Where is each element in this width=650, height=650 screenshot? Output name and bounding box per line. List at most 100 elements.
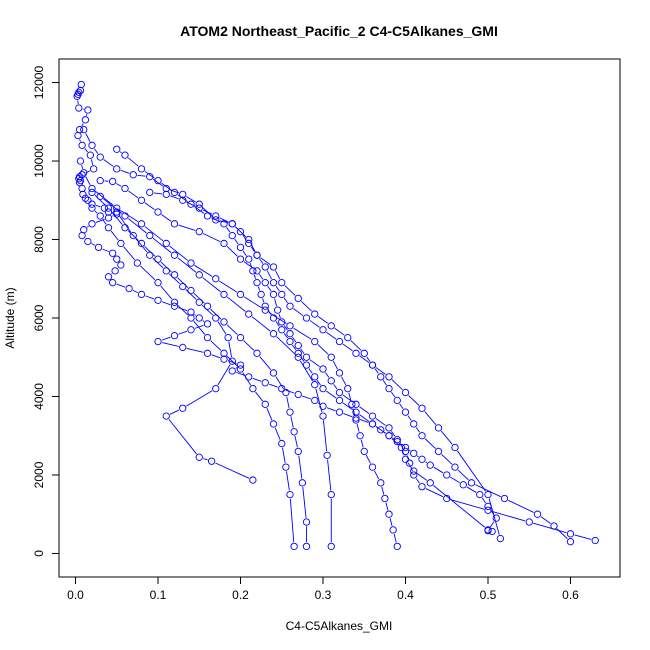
series-segment <box>402 451 405 456</box>
series-segment <box>178 224 196 231</box>
series-segment <box>356 423 360 432</box>
data-point <box>195 314 203 322</box>
series-segment <box>219 280 238 293</box>
series-segment <box>274 427 281 440</box>
series-segment <box>317 344 329 355</box>
data-point <box>451 463 459 471</box>
data-point <box>253 267 261 275</box>
data-point <box>113 204 121 212</box>
series-segment <box>211 217 221 223</box>
data-point <box>96 153 104 161</box>
chart-title: ATOM2 Northeast_Pacific_2 C4-C5Alkanes_G… <box>180 23 498 39</box>
data-point <box>74 131 82 140</box>
series-segment <box>193 320 206 335</box>
data-point <box>467 479 476 487</box>
series-segment <box>540 516 551 524</box>
data-point <box>290 542 298 551</box>
series-segment <box>170 195 179 200</box>
series-segment <box>315 388 323 413</box>
data-point <box>212 275 220 283</box>
data-point <box>302 542 311 551</box>
data-point <box>154 177 162 185</box>
data-point <box>100 204 109 212</box>
data-point <box>81 116 90 124</box>
data-point <box>377 373 385 381</box>
data-point <box>261 263 269 271</box>
data-point <box>368 420 377 428</box>
series-segment <box>79 139 81 142</box>
data-point <box>327 377 335 385</box>
data-point <box>352 408 360 416</box>
series-segment <box>292 336 297 343</box>
series-segment <box>366 356 371 362</box>
series-segment <box>283 325 288 331</box>
series-segment <box>194 314 197 316</box>
series-segment <box>293 308 304 316</box>
y-tick-label: 12000 <box>32 66 46 100</box>
series-6 <box>84 196 298 551</box>
data-point <box>108 279 117 287</box>
series-segment <box>508 499 534 513</box>
data-point <box>294 294 302 303</box>
series-segment <box>210 340 222 351</box>
series-segment <box>283 332 288 339</box>
series-segment <box>255 391 264 402</box>
series-segment <box>262 298 265 303</box>
series-segment <box>488 498 500 535</box>
data-point <box>401 447 410 456</box>
data-point <box>253 251 261 259</box>
x-axis-label: C4-C5Alkanes_GMI <box>286 619 393 633</box>
data-point <box>195 298 203 306</box>
data-point <box>245 239 253 248</box>
data-point <box>121 151 129 159</box>
series-segment <box>533 522 567 534</box>
data-point <box>249 384 257 393</box>
data-point <box>500 494 509 503</box>
series-segment <box>242 372 252 386</box>
data-point <box>94 243 103 252</box>
series-segment <box>457 469 469 481</box>
data-point <box>269 420 278 428</box>
data-point <box>410 471 418 479</box>
series-segment <box>243 261 254 269</box>
data-point <box>389 526 397 534</box>
data-point <box>488 527 496 536</box>
series-segment <box>293 327 312 340</box>
series-segment <box>466 486 477 493</box>
data-point <box>179 196 187 204</box>
data-point <box>278 318 286 326</box>
data-point <box>319 402 327 410</box>
series-segment <box>475 484 501 498</box>
y-tick-label: 6000 <box>32 304 46 331</box>
series-segment <box>123 246 136 261</box>
y-tick-label: 0 <box>32 550 46 557</box>
data-point <box>121 184 129 193</box>
series-segment <box>95 205 101 208</box>
series-segment <box>161 214 172 222</box>
series-segment <box>260 257 271 265</box>
series-segment <box>144 226 164 242</box>
data-point <box>187 259 195 267</box>
data-point <box>84 196 92 204</box>
series-segment <box>178 330 188 335</box>
series-segment <box>284 285 296 296</box>
data-point <box>146 251 154 259</box>
series-segment <box>110 230 119 241</box>
series-segment <box>250 246 255 253</box>
series-segment <box>425 461 428 464</box>
series-segment <box>202 233 221 243</box>
data-point <box>360 447 368 456</box>
data-point <box>113 145 121 153</box>
series-segment <box>286 396 290 409</box>
series-segment <box>102 219 107 225</box>
series-segment <box>410 467 413 472</box>
data-point <box>368 463 377 471</box>
data-point <box>434 447 443 456</box>
data-point <box>113 255 121 263</box>
series-segment <box>145 295 155 300</box>
series-segment <box>202 277 221 293</box>
data-point <box>484 490 492 499</box>
data-point <box>278 290 286 299</box>
series-segment <box>275 376 285 390</box>
series-4 <box>88 188 311 551</box>
